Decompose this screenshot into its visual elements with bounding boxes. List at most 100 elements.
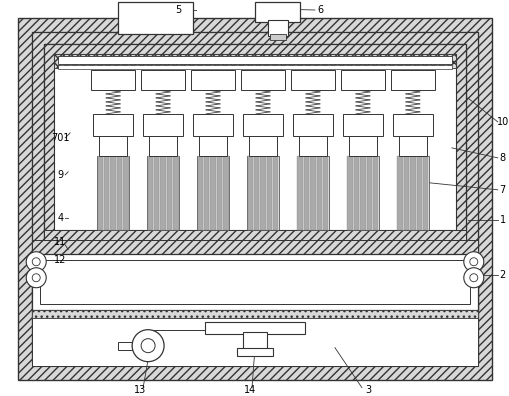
Bar	[269, 34, 286, 40]
Bar	[104, 156, 109, 230]
Bar	[260, 156, 265, 230]
Bar	[296, 156, 328, 230]
Bar	[54, 54, 455, 68]
Bar	[32, 310, 477, 318]
Text: 6: 6	[316, 5, 322, 15]
Bar	[340, 70, 384, 90]
Bar	[390, 70, 434, 90]
Text: 3: 3	[364, 385, 370, 395]
Bar	[141, 70, 185, 90]
Bar	[210, 156, 215, 230]
Bar	[353, 156, 358, 230]
Bar	[247, 156, 252, 230]
Bar	[93, 114, 133, 136]
Bar	[160, 156, 165, 230]
Bar	[409, 156, 415, 230]
Bar	[253, 156, 259, 230]
Bar	[193, 114, 233, 136]
Bar	[44, 44, 465, 350]
Bar	[191, 70, 235, 90]
Bar	[118, 342, 132, 350]
Bar	[58, 65, 451, 69]
Bar	[91, 70, 135, 90]
Bar	[154, 156, 159, 230]
Bar	[297, 156, 302, 230]
Text: 701: 701	[51, 133, 69, 143]
Bar	[32, 318, 477, 366]
Bar	[110, 156, 116, 230]
Circle shape	[463, 268, 483, 288]
Bar	[99, 136, 127, 156]
Bar	[248, 136, 276, 156]
Bar	[97, 156, 129, 230]
Bar	[54, 54, 455, 230]
Bar	[346, 156, 378, 230]
Circle shape	[32, 258, 40, 266]
Circle shape	[463, 252, 483, 272]
Bar	[242, 114, 282, 136]
Text: 12: 12	[54, 255, 66, 265]
Bar	[32, 240, 477, 254]
Bar	[44, 44, 465, 240]
Bar	[396, 156, 428, 230]
Bar	[246, 156, 278, 230]
Bar	[166, 156, 172, 230]
Bar	[267, 20, 288, 36]
Circle shape	[32, 274, 40, 282]
Bar	[97, 156, 103, 230]
Bar	[241, 70, 285, 90]
Bar	[117, 156, 122, 230]
Bar	[242, 332, 267, 350]
Circle shape	[26, 268, 46, 288]
Text: 9: 9	[57, 170, 63, 180]
Bar	[342, 114, 382, 136]
Bar	[143, 114, 183, 136]
Bar	[32, 32, 477, 362]
Text: 13: 13	[134, 385, 146, 395]
Bar	[197, 156, 203, 230]
Bar	[147, 156, 179, 230]
Bar	[403, 156, 408, 230]
Circle shape	[141, 339, 155, 353]
Circle shape	[469, 274, 477, 282]
Bar	[32, 254, 477, 310]
Bar	[254, 2, 299, 22]
Text: 8: 8	[499, 153, 505, 163]
Bar	[199, 136, 227, 156]
Bar	[44, 230, 465, 240]
Bar	[173, 156, 178, 230]
Bar	[237, 348, 272, 356]
Bar	[397, 156, 402, 230]
Bar	[422, 156, 428, 230]
Text: 5: 5	[175, 5, 181, 15]
Bar	[303, 156, 308, 230]
Bar	[316, 156, 321, 230]
Bar	[272, 156, 278, 230]
Text: 14: 14	[243, 385, 256, 395]
Circle shape	[132, 330, 164, 362]
Bar	[392, 114, 432, 136]
Bar	[149, 136, 177, 156]
Bar	[223, 156, 228, 230]
Bar	[196, 156, 229, 230]
Bar	[322, 156, 328, 230]
Bar	[372, 156, 378, 230]
Text: 2: 2	[499, 270, 505, 280]
Bar	[292, 114, 332, 136]
Bar	[366, 156, 371, 230]
Bar	[123, 156, 128, 230]
Circle shape	[26, 252, 46, 272]
Bar	[205, 322, 304, 334]
Text: 11: 11	[54, 237, 66, 247]
Text: 7: 7	[499, 185, 505, 195]
Text: 10: 10	[496, 117, 508, 127]
Bar	[398, 136, 426, 156]
Bar	[298, 136, 326, 156]
Bar	[32, 32, 477, 366]
Text: 1: 1	[499, 215, 505, 225]
Bar	[309, 156, 315, 230]
Bar	[416, 156, 421, 230]
Bar	[118, 2, 193, 34]
Circle shape	[469, 258, 477, 266]
Bar	[147, 156, 153, 230]
